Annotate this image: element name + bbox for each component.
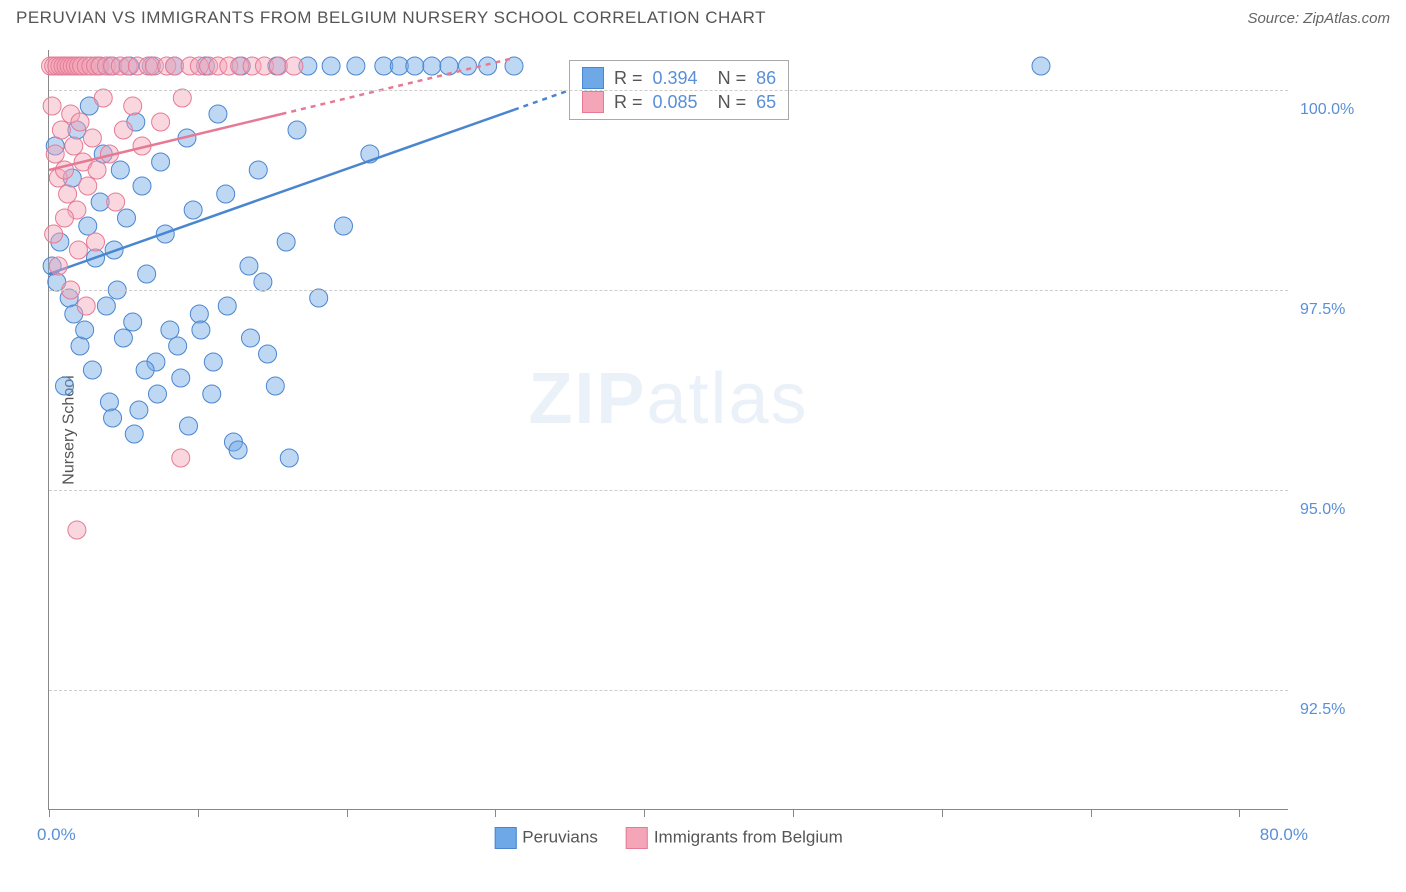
x-axis-min-label: 0.0% bbox=[37, 825, 76, 845]
stats-r-value-1: 0.085 bbox=[653, 92, 698, 113]
x-tick bbox=[49, 809, 50, 817]
stats-n-label: N = bbox=[708, 68, 747, 89]
legend-swatch-1 bbox=[626, 827, 648, 849]
gridline-y bbox=[49, 90, 1288, 91]
x-axis-max-label: 80.0% bbox=[1260, 825, 1308, 845]
scatter-svg bbox=[49, 50, 1288, 809]
x-tick bbox=[644, 809, 645, 817]
x-tick bbox=[942, 809, 943, 817]
chart-header: PERUVIAN VS IMMIGRANTS FROM BELGIUM NURS… bbox=[0, 0, 1406, 32]
gridline-y bbox=[49, 690, 1288, 691]
gridline-y bbox=[49, 490, 1288, 491]
stats-n-value-0: 86 bbox=[756, 68, 776, 89]
stats-n-label: N = bbox=[708, 92, 747, 113]
y-tick-label: 97.5% bbox=[1300, 301, 1380, 319]
gridline-y bbox=[49, 290, 1288, 291]
source-attribution: Source: ZipAtlas.com bbox=[1247, 10, 1390, 27]
stats-r-label: R = bbox=[614, 68, 643, 89]
stats-swatch-0 bbox=[582, 67, 604, 89]
stats-row-series-1: R = 0.085 N = 65 bbox=[582, 91, 776, 113]
x-tick bbox=[495, 809, 496, 817]
x-tick bbox=[793, 809, 794, 817]
legend-swatch-0 bbox=[494, 827, 516, 849]
y-tick-label: 92.5% bbox=[1300, 701, 1380, 719]
chart-plot-area: Nursery School ZIPatlas R = 0.394 N = 86… bbox=[48, 50, 1288, 810]
stats-r-label: R = bbox=[614, 92, 643, 113]
x-tick bbox=[198, 809, 199, 817]
chart-title: PERUVIAN VS IMMIGRANTS FROM BELGIUM NURS… bbox=[16, 8, 766, 28]
y-tick-label: 95.0% bbox=[1300, 501, 1380, 519]
x-tick bbox=[1239, 809, 1240, 817]
legend: Peruvians Immigrants from Belgium bbox=[494, 827, 843, 849]
stats-n-value-1: 65 bbox=[756, 92, 776, 113]
stats-r-value-0: 0.394 bbox=[653, 68, 698, 89]
x-tick bbox=[1091, 809, 1092, 817]
stats-swatch-1 bbox=[582, 91, 604, 113]
legend-item-0: Peruvians bbox=[494, 827, 598, 849]
y-tick-label: 100.0% bbox=[1300, 101, 1380, 119]
stats-row-series-0: R = 0.394 N = 86 bbox=[582, 67, 776, 89]
x-tick bbox=[347, 809, 348, 817]
legend-item-1: Immigrants from Belgium bbox=[626, 827, 843, 849]
